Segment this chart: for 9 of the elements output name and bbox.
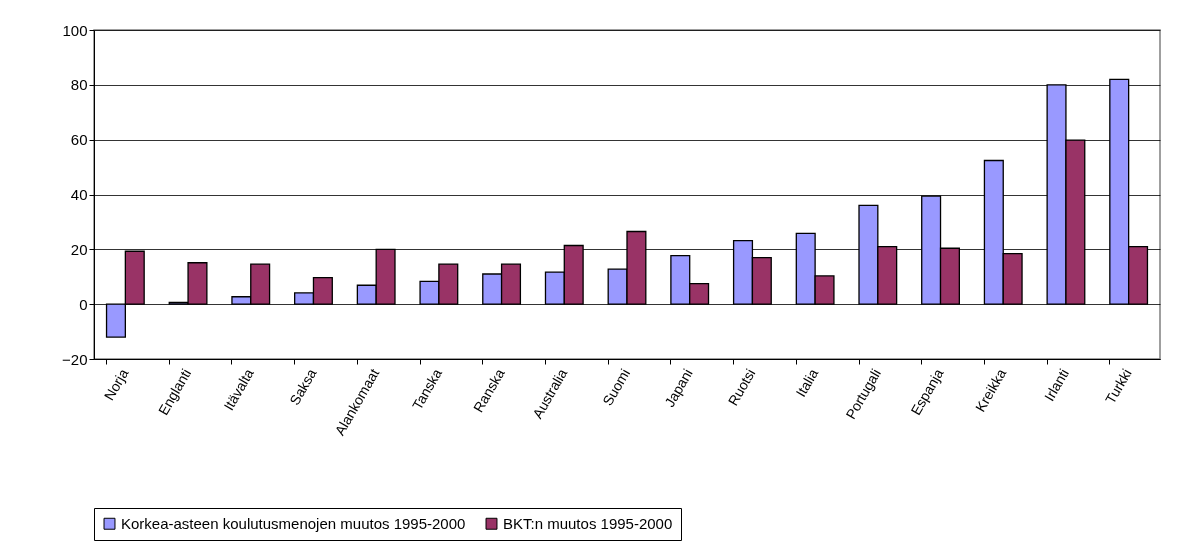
y-tick-label: 100 xyxy=(62,21,88,39)
y-tick-label: −20 xyxy=(62,350,88,368)
y-tick-label: 80 xyxy=(70,76,88,94)
y-tick-label: 20 xyxy=(70,240,88,258)
y-tick-label: 60 xyxy=(70,131,88,149)
y-tick-label: 0 xyxy=(79,295,88,313)
legend-label: Korkea-asteen koulutusmenojen muutos 1995-2000 xyxy=(121,514,466,532)
legend-label: BKT:n muutos 1995-2000 xyxy=(503,514,673,532)
y-tick-label: 40 xyxy=(70,186,88,203)
